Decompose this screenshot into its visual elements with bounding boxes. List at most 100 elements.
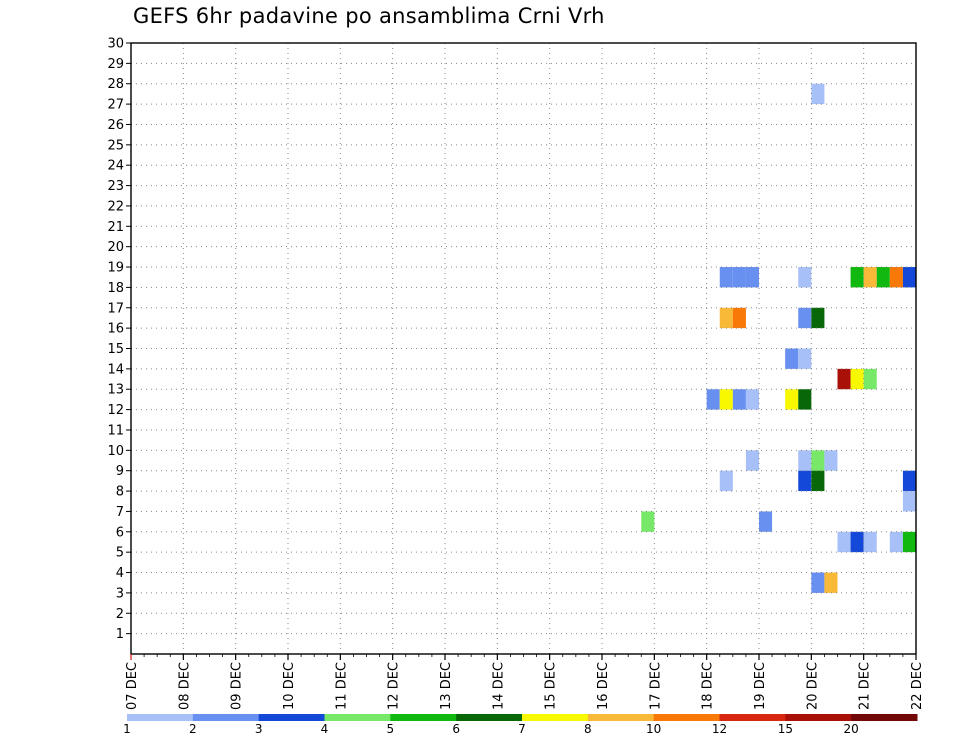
x-tick-label: 12 DEC bbox=[387, 662, 402, 710]
x-tick-label: 20 DEC bbox=[805, 662, 820, 710]
legend-swatch bbox=[127, 714, 194, 721]
precip-cell bbox=[837, 531, 851, 553]
precip-cell bbox=[706, 389, 720, 410]
y-tick-label: 25 bbox=[107, 138, 124, 153]
y-tick-label: 7 bbox=[116, 505, 124, 520]
precip-cell bbox=[811, 83, 825, 105]
legend-label: 20 bbox=[844, 722, 859, 736]
precip-cell bbox=[837, 368, 851, 390]
legend-swatch bbox=[258, 714, 325, 721]
y-tick-label: 19 bbox=[107, 261, 124, 276]
precip-cell bbox=[850, 267, 864, 288]
chart-title: GEFS 6hr padavine po ansamblima Crni Vrh bbox=[133, 4, 605, 28]
y-tick-label: 29 bbox=[107, 57, 124, 72]
precip-cell bbox=[719, 267, 733, 288]
x-tick-label: 16 DEC bbox=[596, 662, 611, 710]
precip-cell bbox=[798, 348, 812, 369]
y-tick-label: 5 bbox=[116, 546, 124, 561]
x-tick-label: 14 DEC bbox=[491, 662, 506, 710]
precip-cell bbox=[902, 491, 916, 512]
x-tick-label: 22 DEC bbox=[910, 662, 925, 710]
legend-swatch bbox=[587, 714, 655, 721]
precip-cell bbox=[798, 307, 812, 329]
legend-swatch bbox=[324, 714, 391, 721]
precip-cell bbox=[719, 389, 733, 410]
precip-cell bbox=[785, 389, 799, 410]
y-tick-label: 18 bbox=[107, 281, 124, 296]
y-tick-label: 1 bbox=[116, 627, 124, 642]
y-tick-label: 2 bbox=[116, 607, 124, 622]
y-tick-label: 20 bbox=[107, 240, 124, 255]
y-tick-label: 21 bbox=[107, 220, 124, 235]
y-tick-label: 6 bbox=[116, 525, 124, 540]
y-tick-label: 13 bbox=[107, 383, 124, 398]
y-tick-label: 28 bbox=[107, 77, 124, 92]
y-tick-label: 14 bbox=[107, 362, 124, 377]
x-tick-label: 21 DEC bbox=[858, 662, 873, 710]
precip-cell bbox=[811, 307, 825, 329]
x-tick-label: 10 DEC bbox=[282, 662, 297, 710]
y-tick-label: 26 bbox=[107, 118, 124, 133]
precip-cell bbox=[850, 368, 864, 390]
color-legend: 1 2 3 4 5 6 7 8 10 12 15 20 bbox=[123, 714, 918, 736]
precip-cell bbox=[785, 348, 799, 369]
legend-label: 2 bbox=[189, 722, 197, 736]
legend-swatch bbox=[390, 714, 457, 721]
precip-cell bbox=[745, 450, 759, 471]
x-tick-label: 11 DEC bbox=[334, 662, 349, 710]
x-tick-label: 13 DEC bbox=[439, 662, 454, 710]
precip-cell bbox=[889, 531, 903, 553]
precip-cell bbox=[641, 511, 655, 532]
precip-cell bbox=[732, 267, 746, 288]
legend-swatch bbox=[456, 714, 523, 721]
y-tick-label: 17 bbox=[107, 301, 124, 316]
y-axis: 1234567891011121314151617181920212223242… bbox=[107, 37, 131, 642]
precip-cell bbox=[824, 450, 838, 471]
legend-swatch bbox=[785, 714, 852, 721]
legend-swatch bbox=[851, 714, 918, 721]
x-tick-label: 07 DEC bbox=[125, 662, 140, 710]
precip-cell bbox=[745, 389, 759, 410]
precip-cell bbox=[902, 531, 916, 553]
y-tick-label: 27 bbox=[107, 98, 124, 113]
precip-cell bbox=[824, 572, 838, 593]
legend-label: 12 bbox=[712, 722, 727, 736]
legend-label: 4 bbox=[321, 722, 329, 736]
precip-cells bbox=[641, 83, 916, 593]
precip-cell bbox=[863, 368, 877, 390]
legend-swatch bbox=[522, 714, 589, 721]
precip-cell bbox=[719, 307, 733, 329]
legend-swatch bbox=[653, 714, 720, 721]
y-tick-label: 10 bbox=[107, 444, 124, 459]
precip-cell bbox=[798, 389, 812, 410]
legend-label: 8 bbox=[584, 722, 592, 736]
precip-cell bbox=[811, 572, 825, 593]
y-tick-label: 8 bbox=[116, 485, 124, 500]
precip-cell bbox=[798, 450, 812, 471]
x-tick-label: 15 DEC bbox=[544, 662, 559, 710]
y-tick-label: 15 bbox=[107, 342, 124, 357]
y-tick-label: 12 bbox=[107, 403, 124, 418]
x-tick-label: 09 DEC bbox=[230, 662, 245, 710]
y-tick-label: 4 bbox=[116, 566, 124, 581]
precip-cell bbox=[798, 470, 812, 492]
legend-swatch bbox=[192, 714, 260, 721]
y-tick-label: 3 bbox=[116, 586, 124, 601]
precip-cell bbox=[902, 267, 916, 288]
legend-label: 1 bbox=[123, 722, 131, 736]
precip-cell bbox=[863, 531, 877, 553]
precip-cell bbox=[798, 267, 812, 288]
y-tick-label: 30 bbox=[107, 37, 124, 52]
precip-cell bbox=[732, 389, 746, 410]
y-tick-label: 9 bbox=[116, 464, 124, 479]
precip-cell bbox=[863, 267, 877, 288]
x-tick-label: 08 DEC bbox=[177, 662, 192, 710]
y-tick-label: 11 bbox=[107, 423, 124, 438]
precip-cell bbox=[876, 267, 890, 288]
x-tick-label: 19 DEC bbox=[753, 662, 768, 710]
y-tick-label: 22 bbox=[107, 199, 124, 214]
legend-swatch bbox=[719, 714, 786, 721]
x-tick-label: 18 DEC bbox=[701, 662, 716, 710]
precip-cell bbox=[719, 470, 733, 492]
precip-cell bbox=[902, 470, 916, 492]
